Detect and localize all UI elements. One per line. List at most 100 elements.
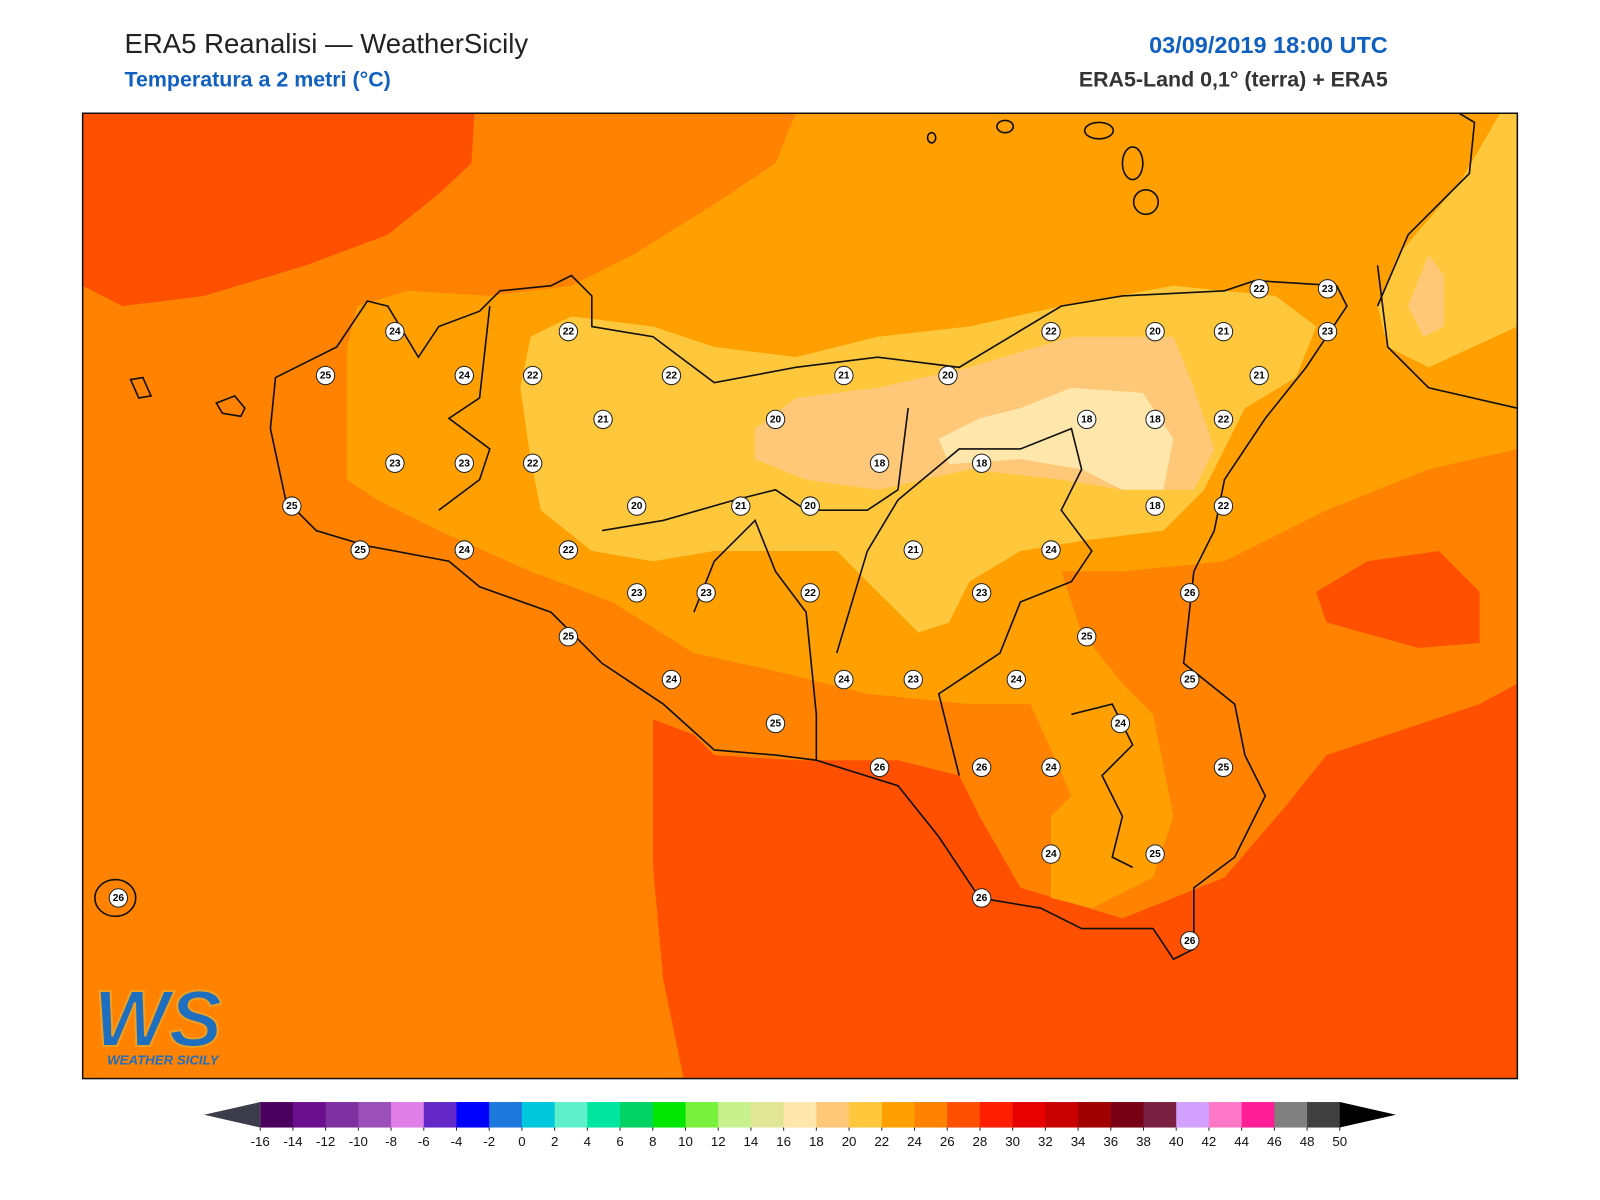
station: 22: [661, 365, 682, 386]
colorbar-segment: [947, 1102, 981, 1128]
colorbar-segment: [1274, 1102, 1308, 1128]
datetime: 03/09/2019 18:00 UTC: [1149, 32, 1388, 58]
colorbar-segment: [620, 1102, 654, 1128]
colorbar-tick-label: -10: [349, 1134, 368, 1149]
station: 23: [696, 583, 716, 603]
coastline: [94, 113, 1518, 961]
colorbar-tick-label: -14: [283, 1134, 302, 1149]
colorbar-segment: [1045, 1102, 1079, 1128]
colorbar-tick-label: 0: [518, 1134, 525, 1149]
subtitle: Temperatura a 2 metri (°C): [124, 68, 390, 92]
colorbar-tick-label: 34: [1071, 1134, 1086, 1149]
colorbar-tick-label: 50: [1332, 1134, 1347, 1149]
station: 23: [454, 453, 474, 473]
station-marker: [558, 540, 579, 560]
station-value: 24: [838, 675, 850, 686]
station-value: 20: [1149, 327, 1161, 338]
station-value: 25: [320, 371, 332, 382]
colorbar-segment: [1208, 1102, 1243, 1128]
station: 21: [834, 365, 854, 386]
station-marker: [1041, 757, 1061, 778]
station: 21: [731, 496, 751, 516]
colorbar-tick-label: 32: [1038, 1134, 1053, 1149]
station-value: 20: [942, 371, 954, 382]
station-value: 22: [563, 327, 575, 338]
station-value: 23: [631, 588, 643, 599]
station: 21: [1213, 321, 1234, 342]
station-value: 23: [389, 458, 401, 469]
colorbar-segment: [391, 1102, 425, 1128]
colorbar-segment: [554, 1102, 588, 1128]
station-marker: [661, 365, 682, 386]
colorbar-tick-label: 10: [678, 1134, 693, 1149]
colorbar-tick-label: -6: [418, 1134, 430, 1149]
station: 22: [1213, 409, 1234, 430]
colorbar-segment: [521, 1102, 556, 1128]
colorbar-tick-label: 38: [1136, 1134, 1151, 1149]
station-marker: [1145, 496, 1165, 516]
station-value: 24: [389, 327, 401, 338]
station-value: 26: [874, 762, 886, 773]
station: 18: [1145, 409, 1165, 430]
station-marker: [1317, 321, 1338, 342]
map-frame: [81, 112, 1519, 1080]
colorbar-tick-label: 46: [1267, 1134, 1282, 1149]
station-value: 24: [459, 371, 471, 382]
colorbar: -16 -14 -12 -10 -8 -6 -4 -2 0 2 4 6 8 10 12 14 16 18 20 22 2…: [204, 1102, 1396, 1149]
station-value: 23: [1322, 284, 1334, 295]
station-marker: [1249, 365, 1269, 386]
station-value: 24: [459, 545, 471, 556]
colorbar-segment: [423, 1102, 458, 1128]
station-marker: [1213, 757, 1234, 778]
station-marker: [1213, 409, 1234, 430]
station-value: 18: [1081, 414, 1093, 425]
colorbar-tick-label: 8: [649, 1134, 656, 1149]
colorbar-segment: [979, 1102, 1014, 1128]
station-value: 26: [976, 893, 988, 904]
stations: 24 22 25 24 22 22 21 20 21 20 22 20 21 22 23 23 21 22 18 18…: [108, 279, 1338, 951]
station: 22: [558, 321, 579, 342]
colorbar-segment: [718, 1102, 752, 1128]
station: 20: [1145, 321, 1165, 342]
station-value: 25: [286, 501, 298, 512]
station-marker: [454, 453, 474, 473]
station-marker: [1317, 279, 1338, 299]
station-value: 20: [631, 501, 643, 512]
station-marker: [800, 583, 820, 603]
station-value: 25: [770, 718, 782, 729]
station-marker: [869, 453, 890, 473]
station-marker: [1145, 409, 1165, 430]
colorbar-segment: [1078, 1102, 1112, 1128]
colorbar-segment: [881, 1102, 916, 1128]
colorbar-tick-label: 28: [973, 1134, 988, 1149]
colorbar-tick-label: 20: [842, 1134, 857, 1149]
station-marker: [1077, 409, 1097, 430]
station-marker: [282, 496, 302, 516]
colorbar-tick-label: 40: [1169, 1134, 1184, 1149]
station-value: 22: [666, 371, 678, 382]
station-value: 18: [1149, 501, 1161, 512]
station: 25: [765, 713, 786, 734]
station-marker: [627, 496, 647, 516]
station-marker: [800, 496, 820, 516]
station-value: 26: [976, 762, 988, 773]
station-marker: [1077, 627, 1097, 647]
station-marker: [454, 540, 474, 560]
station-value: 22: [805, 588, 817, 599]
station-value: 25: [1218, 762, 1230, 773]
colorbar-tick-label: -12: [316, 1134, 335, 1149]
station-value: 24: [666, 675, 678, 686]
colorbar-segment: [456, 1102, 490, 1128]
station-marker: [1110, 713, 1131, 734]
station-marker: [1249, 279, 1269, 299]
station: 25: [282, 496, 302, 516]
station: 26: [869, 757, 890, 778]
station: 22: [1249, 279, 1269, 299]
logo-caption: WEATHER SICILY: [107, 1052, 220, 1067]
station: 25: [558, 627, 579, 647]
station-marker: [834, 669, 854, 690]
colorbar-segment: [1012, 1102, 1046, 1128]
station-value: 25: [355, 545, 367, 556]
colorbar-segment: [652, 1102, 687, 1128]
